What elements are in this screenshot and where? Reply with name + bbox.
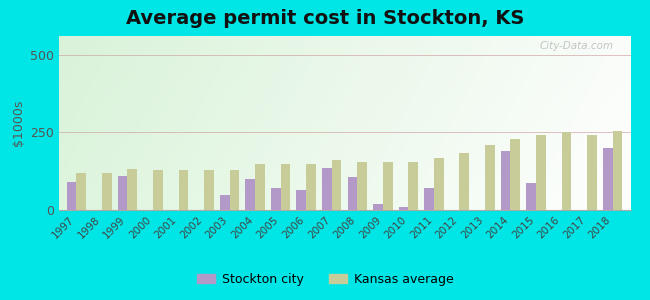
Bar: [271, 188, 281, 210]
Bar: [67, 182, 77, 210]
Bar: [322, 168, 332, 210]
Bar: [127, 169, 137, 210]
Bar: [408, 163, 418, 210]
Y-axis label: $1000s: $1000s: [12, 100, 25, 146]
Bar: [348, 177, 358, 210]
Bar: [587, 135, 597, 210]
Bar: [229, 170, 239, 210]
Bar: [383, 163, 393, 210]
Legend: Stockton city, Kansas average: Stockton city, Kansas average: [192, 268, 458, 291]
Bar: [424, 188, 434, 210]
Bar: [179, 170, 188, 210]
Bar: [398, 207, 408, 210]
Bar: [332, 160, 341, 210]
Bar: [220, 195, 229, 210]
Text: City-Data.com: City-Data.com: [540, 41, 614, 51]
Text: Average permit cost in Stockton, KS: Average permit cost in Stockton, KS: [126, 9, 524, 28]
Bar: [562, 132, 571, 210]
Bar: [500, 151, 510, 210]
Bar: [536, 135, 546, 210]
Bar: [460, 152, 469, 210]
Bar: [358, 163, 367, 210]
Bar: [281, 164, 291, 210]
Bar: [246, 179, 255, 210]
Bar: [485, 145, 495, 210]
Bar: [296, 190, 306, 210]
Bar: [77, 173, 86, 210]
Bar: [434, 158, 443, 210]
Bar: [102, 173, 112, 210]
Bar: [526, 183, 536, 210]
Bar: [153, 170, 162, 210]
Bar: [510, 139, 520, 210]
Bar: [204, 170, 214, 210]
Bar: [118, 176, 127, 210]
Bar: [612, 131, 622, 210]
Bar: [603, 148, 612, 210]
Bar: [373, 204, 383, 210]
Bar: [255, 164, 265, 210]
Bar: [306, 164, 316, 210]
